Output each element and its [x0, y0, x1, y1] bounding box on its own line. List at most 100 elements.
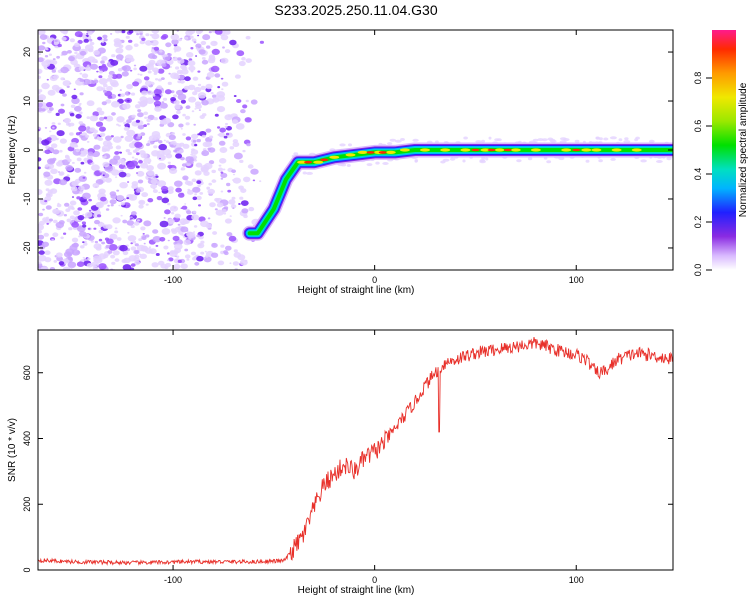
- noise-speck: [179, 149, 184, 153]
- noise-speck: [159, 237, 166, 242]
- noise-speck: [126, 162, 136, 170]
- noise-speck: [111, 101, 120, 108]
- noise-speck: [203, 256, 212, 263]
- noise-speck: [139, 40, 146, 45]
- noise-speck: [223, 206, 229, 210]
- noise-speck: [83, 35, 87, 38]
- noise-speck: [38, 230, 42, 234]
- noise-speck: [217, 126, 221, 129]
- noise-speck: [185, 122, 190, 126]
- noise-speck: [139, 73, 143, 76]
- noise-speck: [120, 214, 123, 217]
- noise-speck: [173, 46, 182, 52]
- noise-speck: [196, 180, 202, 185]
- noise-speck: [101, 63, 107, 68]
- noise-speck: [155, 105, 162, 111]
- noise-speck: [144, 80, 152, 86]
- ridge-halo-speck: [449, 157, 456, 161]
- noise-speck: [188, 237, 192, 240]
- noise-speck: [176, 89, 184, 96]
- noise-speck: [112, 250, 120, 256]
- noise-speck: [74, 42, 81, 47]
- noise-speck: [73, 210, 80, 216]
- noise-speck: [177, 192, 185, 198]
- noise-speck: [187, 84, 196, 91]
- noise-speck: [155, 173, 158, 176]
- noise-speck: [56, 256, 63, 262]
- noise-speck: [85, 66, 92, 71]
- noise-speck: [201, 57, 206, 60]
- noise-speck: [93, 50, 100, 56]
- noise-speck: [59, 149, 63, 153]
- noise-speck: [87, 126, 90, 129]
- noise-speck: [77, 215, 85, 221]
- noise-speck: [201, 134, 206, 138]
- noise-speck: [156, 150, 165, 157]
- noise-speck: [65, 120, 70, 124]
- noise-speck: [228, 199, 236, 205]
- noise-speck: [167, 53, 172, 57]
- ridge-halo-speck: [541, 138, 548, 142]
- noise-speck: [231, 196, 236, 200]
- noise-speck: [151, 33, 160, 40]
- noise-speck: [83, 38, 90, 43]
- noise-speck: [87, 151, 94, 156]
- noise-speck: [96, 70, 99, 73]
- noise-speck: [192, 196, 198, 201]
- noise-speck: [79, 102, 82, 105]
- noise-speck: [218, 132, 225, 138]
- ridge-halo-speck: [463, 136, 468, 140]
- noise-speck: [183, 85, 190, 91]
- heatmap-x-tick-label: 100: [569, 275, 584, 285]
- noise-speck: [153, 46, 160, 51]
- noise-speck: [58, 108, 65, 114]
- noise-speck: [217, 167, 224, 172]
- noise-speck: [71, 196, 75, 198]
- heatmap-x-tick-label: 0: [372, 275, 377, 285]
- noise-speck: [151, 262, 159, 268]
- noise-speck: [65, 208, 71, 213]
- figure-title: S233.2025.250.11.04.G30: [274, 2, 437, 18]
- noise-speck: [184, 115, 191, 120]
- noise-speck: [38, 68, 43, 74]
- noise-speck: [118, 171, 127, 178]
- noise-speck: [184, 76, 191, 82]
- noise-speck: [232, 139, 239, 144]
- noise-speck: [71, 221, 79, 228]
- noise-speck: [53, 219, 58, 224]
- noise-speck: [161, 63, 167, 67]
- noise-speck: [44, 164, 49, 168]
- noise-speck: [96, 86, 104, 92]
- ridge-halo-speck: [366, 163, 373, 167]
- snr-x-tick-label: 0: [372, 575, 377, 585]
- noise-speck: [122, 250, 129, 256]
- noise-speck: [201, 150, 210, 157]
- noise-speck: [167, 161, 171, 164]
- noise-speck: [89, 127, 96, 132]
- noise-speck: [103, 116, 108, 120]
- ridge-halo-speck: [302, 171, 307, 175]
- noise-speck: [197, 133, 201, 136]
- ridge-halo-speck: [598, 159, 603, 163]
- noise-speck: [115, 145, 122, 150]
- noise-speck: [55, 252, 63, 258]
- noise-speck: [52, 126, 55, 129]
- noise-speck: [159, 50, 163, 53]
- noise-speck: [101, 101, 107, 106]
- noise-speck: [173, 149, 178, 153]
- ridge-peak-spot: [320, 158, 329, 162]
- noise-speck: [49, 75, 58, 82]
- noise-speck: [176, 110, 181, 115]
- noise-speck: [133, 221, 140, 226]
- noise-speck: [48, 107, 54, 111]
- noise-speck: [99, 116, 105, 121]
- noise-speck: [129, 218, 132, 221]
- noise-speck: [122, 219, 128, 224]
- ridge-peak-spot: [366, 151, 375, 154]
- noise-speck: [66, 218, 72, 223]
- noise-speck: [132, 218, 135, 221]
- noise-speck: [215, 209, 224, 216]
- heatmap-y-tick-label: -10: [22, 192, 32, 205]
- ridge-halo-speck: [389, 138, 397, 142]
